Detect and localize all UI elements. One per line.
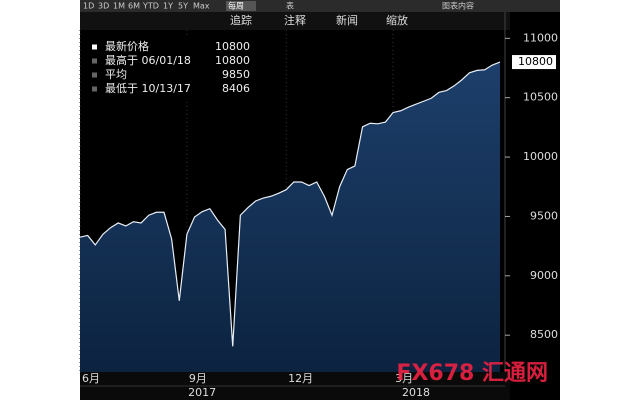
year-label: 2017: [188, 386, 216, 399]
price-line: [79, 61, 501, 347]
tool-button[interactable]: 缩放: [386, 13, 408, 27]
y-tick-label: 10000: [523, 150, 558, 163]
legend-label: 最低于 10/13/17: [105, 82, 191, 95]
legend-marker: [92, 58, 97, 64]
last-price-label: 10800: [518, 55, 553, 68]
period-label[interactable]: 每周: [228, 1, 244, 11]
range-button[interactable]: YTD: [142, 2, 159, 11]
range-button[interactable]: 1M: [113, 2, 125, 11]
legend-value: 10800: [215, 40, 250, 53]
x-tick-label: 9月: [189, 372, 207, 385]
legend-marker: [92, 72, 97, 78]
legend-box: [88, 38, 254, 100]
x-tick-label: 6月: [82, 372, 100, 385]
area-fill: [80, 62, 500, 372]
y-tick-label: 11000: [523, 31, 558, 44]
last-price-box: [512, 55, 556, 70]
watermark: FX678 汇通网: [396, 361, 548, 386]
year-label: 2018: [402, 386, 430, 399]
tool-button[interactable]: 新闻: [336, 13, 358, 27]
legend-marker: [92, 44, 97, 50]
range-button[interactable]: Max: [193, 2, 210, 11]
tool-button[interactable]: 注释: [284, 13, 306, 27]
table-button[interactable]: 表: [286, 1, 294, 11]
range-button[interactable]: 6M: [128, 2, 140, 11]
legend-marker: [92, 86, 97, 92]
y-tick-label: 9000: [530, 269, 558, 282]
y-tick-label: 9500: [530, 209, 558, 222]
range-button[interactable]: 1Y: [163, 2, 173, 11]
y-tick-label: 8500: [530, 328, 558, 341]
tool-button[interactable]: 追踪: [230, 13, 252, 27]
toolbar: [80, 0, 560, 12]
y-tick-label: 10500: [523, 91, 558, 104]
legend-label: 最新价格: [105, 39, 149, 53]
legend-label: 平均: [105, 68, 127, 81]
legend-value: 10800: [215, 54, 250, 67]
x-tick-label: 3月: [395, 372, 413, 385]
legend-value: 8406: [222, 82, 250, 95]
content-button[interactable]: 图表内容: [442, 1, 474, 11]
legend-value: 9850: [222, 68, 250, 81]
range-button[interactable]: 3D: [98, 2, 109, 11]
x-tick-label: 12月: [288, 372, 313, 385]
legend-label: 最高于 06/01/18: [105, 53, 191, 67]
period-select[interactable]: [226, 1, 256, 11]
range-button[interactable]: 1D: [83, 2, 94, 11]
tool-row: [80, 12, 510, 30]
range-button[interactable]: 5Y: [178, 2, 188, 11]
